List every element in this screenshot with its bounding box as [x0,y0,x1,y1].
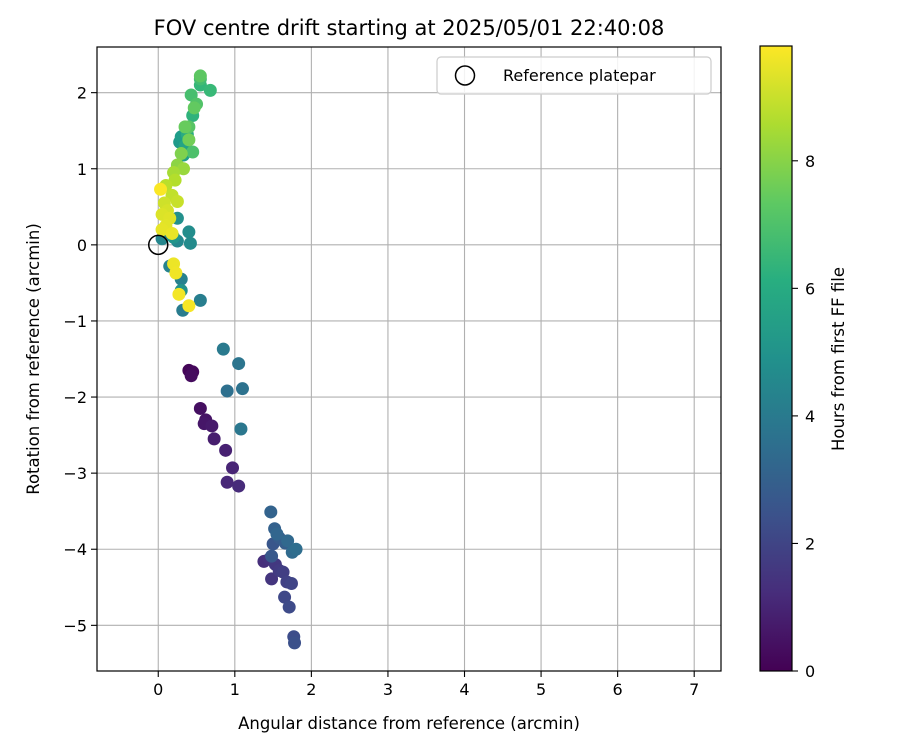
colorbar-tick-label: 4 [805,407,815,426]
data-point [281,534,295,548]
data-point [265,572,279,586]
data-point [184,369,198,383]
data-point [172,287,186,301]
y-tick-label: −4 [63,540,87,559]
data-point [193,69,207,83]
y-tick-label: 1 [77,160,87,179]
colorbar: 0 2 4 6 8 Hours from first FF file [759,45,848,681]
x-tick-label: 7 [689,680,699,699]
y-tick-label: 2 [77,84,87,103]
data-point [207,432,221,446]
y-tick-label: −1 [63,312,87,331]
data-point [193,401,207,415]
legend: Reference platepar [436,56,712,95]
data-point [187,101,201,115]
data-point [174,147,188,161]
x-tick-label: 4 [459,680,469,699]
data-point [170,194,184,208]
y-tick-label: 0 [77,236,87,255]
data-point [235,382,249,396]
data-point [276,565,290,579]
reference-platepar-marker [148,234,169,256]
data-point [183,236,197,250]
x-tick-label: 6 [613,680,623,699]
data-point [265,549,279,563]
legend-entry: Reference platepar [503,66,656,85]
y-axis-ticks: 2 1 0 −1 −2 −3 −4 −5 [63,84,97,635]
data-point [216,342,230,356]
data-point [203,83,217,97]
colorbar-gradient [760,46,792,671]
data-point [205,419,219,433]
data-point [232,357,246,371]
colorbar-ticks: 0 2 4 6 8 [792,152,815,681]
data-point [226,461,240,475]
colorbar-tick-label: 6 [805,279,815,298]
data-point [284,576,298,590]
data-point [186,145,200,159]
x-tick-label: 5 [536,680,546,699]
data-point [232,479,246,493]
y-tick-label: −5 [63,616,87,635]
colorbar-frame [759,45,793,672]
plot-frame [96,46,722,672]
data-point [178,120,192,134]
x-tick-label: 3 [383,680,393,699]
colorbar-tick-label: 2 [805,534,815,553]
data-point [169,266,183,280]
data-point [282,600,296,614]
y-tick-label: −3 [63,464,87,483]
data-point [288,636,302,650]
data-point [234,422,248,436]
data-point [154,182,168,196]
colorbar-tick-label: 8 [805,152,815,171]
data-point [220,384,234,398]
data-point [193,293,207,307]
data-point [182,225,196,239]
data-point [264,505,278,519]
data-point [219,443,233,457]
x-tick-label: 2 [306,680,316,699]
data-point [155,223,169,237]
legend-marker [454,65,476,86]
data-point [270,527,284,541]
data-point [182,133,196,147]
grid-lines [97,47,721,671]
data-point [220,475,234,489]
chart-title: FOV centre drift starting at 2025/05/01 … [154,16,665,40]
x-axis-ticks: 0 1 2 3 4 5 6 7 [153,671,699,699]
colorbar-tick-label: 0 [805,662,815,681]
y-axis-label: Rotation from reference (arcmin) [24,223,43,495]
colorbar-label: Hours from first FF file [829,267,848,451]
x-axis-label: Angular distance from reference (arcmin) [238,714,580,733]
data-points [154,69,303,650]
data-point [165,226,179,240]
data-point [289,542,303,556]
y-tick-label: −2 [63,388,87,407]
x-tick-label: 1 [230,680,240,699]
legend-box [436,56,712,95]
data-point [177,162,191,176]
data-point [182,299,196,313]
data-point [278,590,292,604]
x-tick-label: 0 [153,680,163,699]
